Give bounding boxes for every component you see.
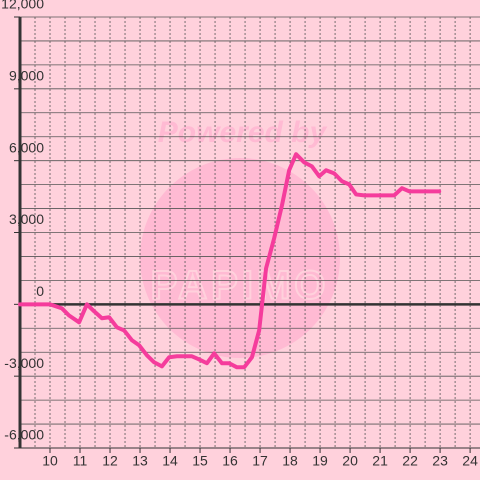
watermark-circle [140,158,340,358]
plot [18,152,442,370]
x-tick-label: 13 [132,453,148,469]
y-tick-label: 3,000 [9,211,44,227]
y-tick-label: 9,000 [9,68,44,84]
x-tick-label: 14 [162,453,178,469]
x-tick-label: 21 [372,453,388,469]
x-tick-label: 22 [402,453,418,469]
x-tick-label: 16 [222,453,238,469]
watermark: Powered by PAPIMO [140,116,340,358]
x-tick-label: 11 [73,453,88,469]
x-tick-label: 15 [192,453,208,469]
y-tick-label: 0 [36,283,44,299]
y-tick-label: 6,000 [9,139,44,155]
grid: -6,000 -3,000 0 3,000 6,000 9,000 12,000 10 11 12… [1,0,480,469]
watermark-text: PAPIMO [151,264,330,308]
y-tick-label: -3,000 [4,355,44,371]
x-tick-label: 24 [462,453,478,469]
x-tick-label: 18 [282,453,298,469]
x-tick-label: 12 [102,453,118,469]
line [18,152,442,370]
x-tick-label: 17 [252,453,268,469]
y-tick-label: 12,000 [1,0,44,12]
watermark-text: Powered by [158,116,328,149]
x-tick-label: 20 [342,453,358,469]
y-tick-label: -6,000 [4,427,44,443]
x-tick-label: 10 [42,453,58,469]
x-tick-label: 19 [312,453,328,469]
x-tick-label: 23 [432,453,448,469]
